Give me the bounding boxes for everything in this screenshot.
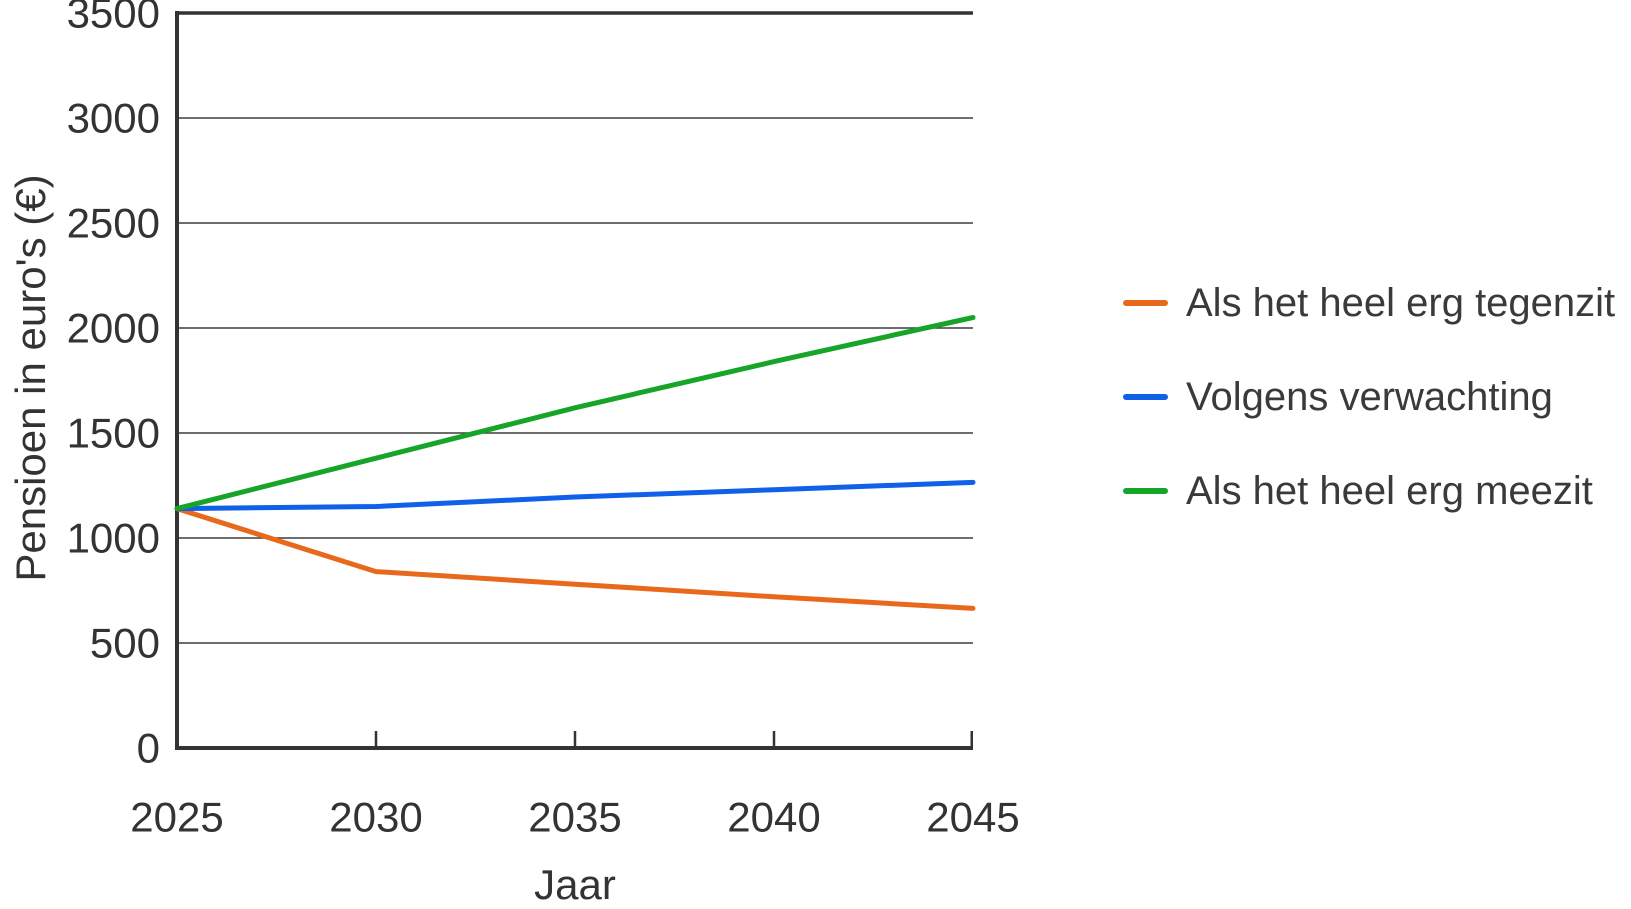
legend-label: Als het heel erg meezit bbox=[1186, 469, 1593, 513]
x-tick-label: 2040 bbox=[727, 794, 820, 841]
x-axis-title: Jaar bbox=[534, 861, 616, 908]
legend-item-tegenzit: Als het heel erg tegenzit bbox=[1123, 283, 1615, 323]
x-tick-label: 2045 bbox=[926, 794, 1019, 841]
gridlines bbox=[177, 117, 973, 644]
axes bbox=[175, 11, 973, 750]
legend-item-meezit: Als het heel erg meezit bbox=[1123, 471, 1593, 511]
y-tick-label: 1500 bbox=[67, 410, 160, 457]
x-tick-label: 2025 bbox=[130, 794, 223, 841]
y-axis-title: Pensioen in euro's (€) bbox=[7, 174, 54, 582]
series-lines bbox=[174, 315, 976, 611]
legend-swatch-orange-line-icon bbox=[1123, 300, 1168, 306]
x-tick-label: 2030 bbox=[329, 794, 422, 841]
series-line-2 bbox=[174, 315, 976, 512]
y-tick-label: 500 bbox=[90, 620, 160, 667]
legend-swatch-blue-line-icon bbox=[1123, 394, 1168, 400]
legend-label: Volgens verwachting bbox=[1186, 375, 1553, 419]
legend-swatch-green-line-icon bbox=[1123, 488, 1168, 494]
y-tick-label: 3500 bbox=[67, 0, 160, 37]
y-tick-label: 1000 bbox=[67, 515, 160, 562]
legend-item-verwachting: Volgens verwachting bbox=[1123, 377, 1553, 417]
y-tick-label: 3000 bbox=[67, 95, 160, 142]
y-tick-label: 0 bbox=[137, 725, 160, 772]
x-tick-label: 2035 bbox=[528, 794, 621, 841]
y-tick-label: 2500 bbox=[67, 200, 160, 247]
y-tick-label: 2000 bbox=[67, 305, 160, 352]
series-line-1 bbox=[174, 479, 976, 512]
legend-label: Als het heel erg tegenzit bbox=[1186, 281, 1616, 325]
series-line-0 bbox=[174, 506, 976, 611]
tick-labels: 0 500 1000 1500 2000 2500 3000 3500 2025 2030 2035… bbox=[67, 0, 1020, 841]
